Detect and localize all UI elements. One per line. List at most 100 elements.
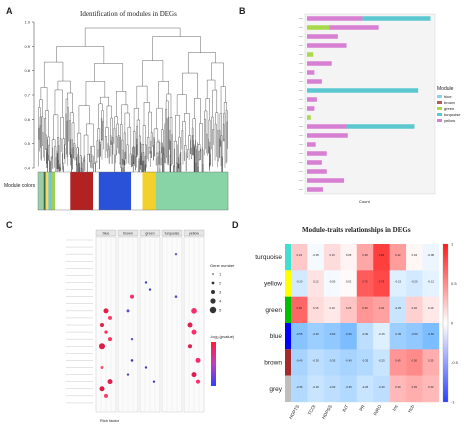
facet-label: turquoise	[165, 232, 180, 236]
dot	[130, 359, 134, 362]
bar	[307, 133, 348, 138]
cell-value: 0.30	[428, 385, 434, 389]
heatmap-cell	[323, 349, 341, 376]
cell-value: 0.15	[313, 306, 319, 310]
column-label: PR	[358, 403, 366, 412]
bar	[307, 16, 363, 21]
bar	[307, 25, 330, 30]
heatmap-cell	[356, 323, 374, 350]
cell-value: -0.30	[362, 332, 369, 336]
dot	[191, 308, 197, 314]
pvalue-legend-title: -log₁₀(pvalue)	[210, 334, 235, 339]
cell-value: 0.02	[346, 280, 352, 284]
cell-value: 0.45	[395, 359, 401, 363]
heatmap-cell	[291, 349, 308, 376]
bar	[307, 34, 338, 39]
bar	[307, 160, 322, 165]
y-tick-label: 0.9	[24, 44, 30, 49]
heatmap-cell	[389, 349, 407, 376]
heatmap-cell	[307, 244, 325, 271]
y-tick-label: 0.6	[24, 117, 30, 122]
colorbar-tick-label: 0.5	[451, 281, 457, 286]
cell-value: -0.20	[411, 280, 418, 284]
heatmap-cell	[389, 270, 407, 297]
dot	[152, 380, 156, 383]
module-color-band	[43, 172, 46, 210]
cell-value: -0.15	[395, 280, 402, 284]
heatmap-cell	[389, 296, 407, 324]
module-color-tag	[285, 270, 291, 297]
module-color-tag	[285, 296, 291, 323]
heatmap-cell	[373, 349, 390, 376]
module-color-band	[98, 172, 132, 210]
cell-value: 0.12	[313, 280, 319, 284]
heatmap-cell	[323, 270, 341, 297]
module-legend-swatch	[437, 119, 442, 122]
facet-header	[161, 229, 183, 237]
module-legend-label: turquoise	[444, 112, 461, 117]
heatmap-cell	[340, 349, 357, 376]
heatmap-cell	[307, 375, 325, 403]
dot	[99, 343, 105, 350]
heatmap-cell	[307, 349, 325, 376]
module-color-band	[70, 172, 94, 210]
heatmap-cell	[356, 244, 374, 271]
heatmap-cell	[422, 375, 440, 403]
cell-value: 0.65	[296, 306, 302, 310]
colorbar-tick-label: 1	[451, 242, 454, 247]
go-bar-chart	[299, 13, 436, 195]
dot	[195, 357, 201, 363]
column-label: INRO	[372, 404, 382, 417]
module-color-band	[131, 172, 143, 210]
cell-value: -0.45	[395, 332, 402, 336]
heatmap-cell	[356, 349, 374, 376]
bar	[307, 52, 314, 57]
heatmap-cell	[291, 270, 308, 297]
dot	[104, 393, 108, 398]
cell-value: -0.05	[329, 280, 336, 284]
y-tick-label: 0.7	[24, 93, 30, 98]
bar	[329, 25, 379, 30]
heatmap-cell	[323, 244, 341, 271]
size-legend-dot	[211, 290, 215, 294]
heatmap-cell	[373, 270, 390, 297]
bar	[307, 70, 315, 75]
heatmap-cell	[307, 270, 325, 297]
panel-c-label: C	[6, 220, 13, 230]
panel-a-title: Identification of modules in DEGs	[80, 10, 177, 18]
dot	[130, 337, 134, 341]
cell-value: -0.35	[345, 385, 352, 389]
cell-value: -0.25	[312, 385, 319, 389]
size-legend-label: 1	[219, 272, 222, 277]
y-tick-label: 1.0	[24, 20, 30, 25]
facet-label: green	[145, 232, 154, 236]
module-color-tag	[285, 323, 291, 350]
module-color-band	[155, 172, 229, 210]
facet-label: blue	[103, 232, 110, 236]
dot	[174, 252, 178, 256]
heatmap-cell	[323, 296, 341, 324]
cell-value: -0.35	[362, 359, 369, 363]
module-strip-border	[37, 171, 229, 211]
module-color-band	[142, 172, 156, 210]
cell-value: 0.10	[428, 306, 434, 310]
dot	[126, 309, 130, 313]
cell-value: -0.15	[378, 332, 385, 336]
heatmap-cell	[422, 323, 440, 350]
module-legend-item: turquoise	[437, 112, 460, 117]
cell-value: -0.05	[312, 253, 319, 257]
cell-value: -0.30	[312, 359, 319, 363]
module-color-band	[51, 172, 56, 210]
cell-value: 0.15	[329, 253, 335, 257]
module-color-band	[38, 172, 44, 210]
cell-value: 0.42	[395, 253, 401, 257]
module-legend-item: green	[437, 106, 460, 111]
heat-colorbar	[442, 243, 449, 403]
cell-value: -0.25	[362, 385, 369, 389]
module-legend-label: brown	[444, 100, 455, 105]
column-label: Hcb	[407, 404, 416, 414]
module-color-band	[45, 172, 49, 210]
heatmap-cell	[340, 375, 357, 403]
heatmap-cell	[373, 323, 390, 350]
panel-c: C blue brown green turquoise yellow 1 2 3 4 5 Ric…	[0, 216, 235, 428]
